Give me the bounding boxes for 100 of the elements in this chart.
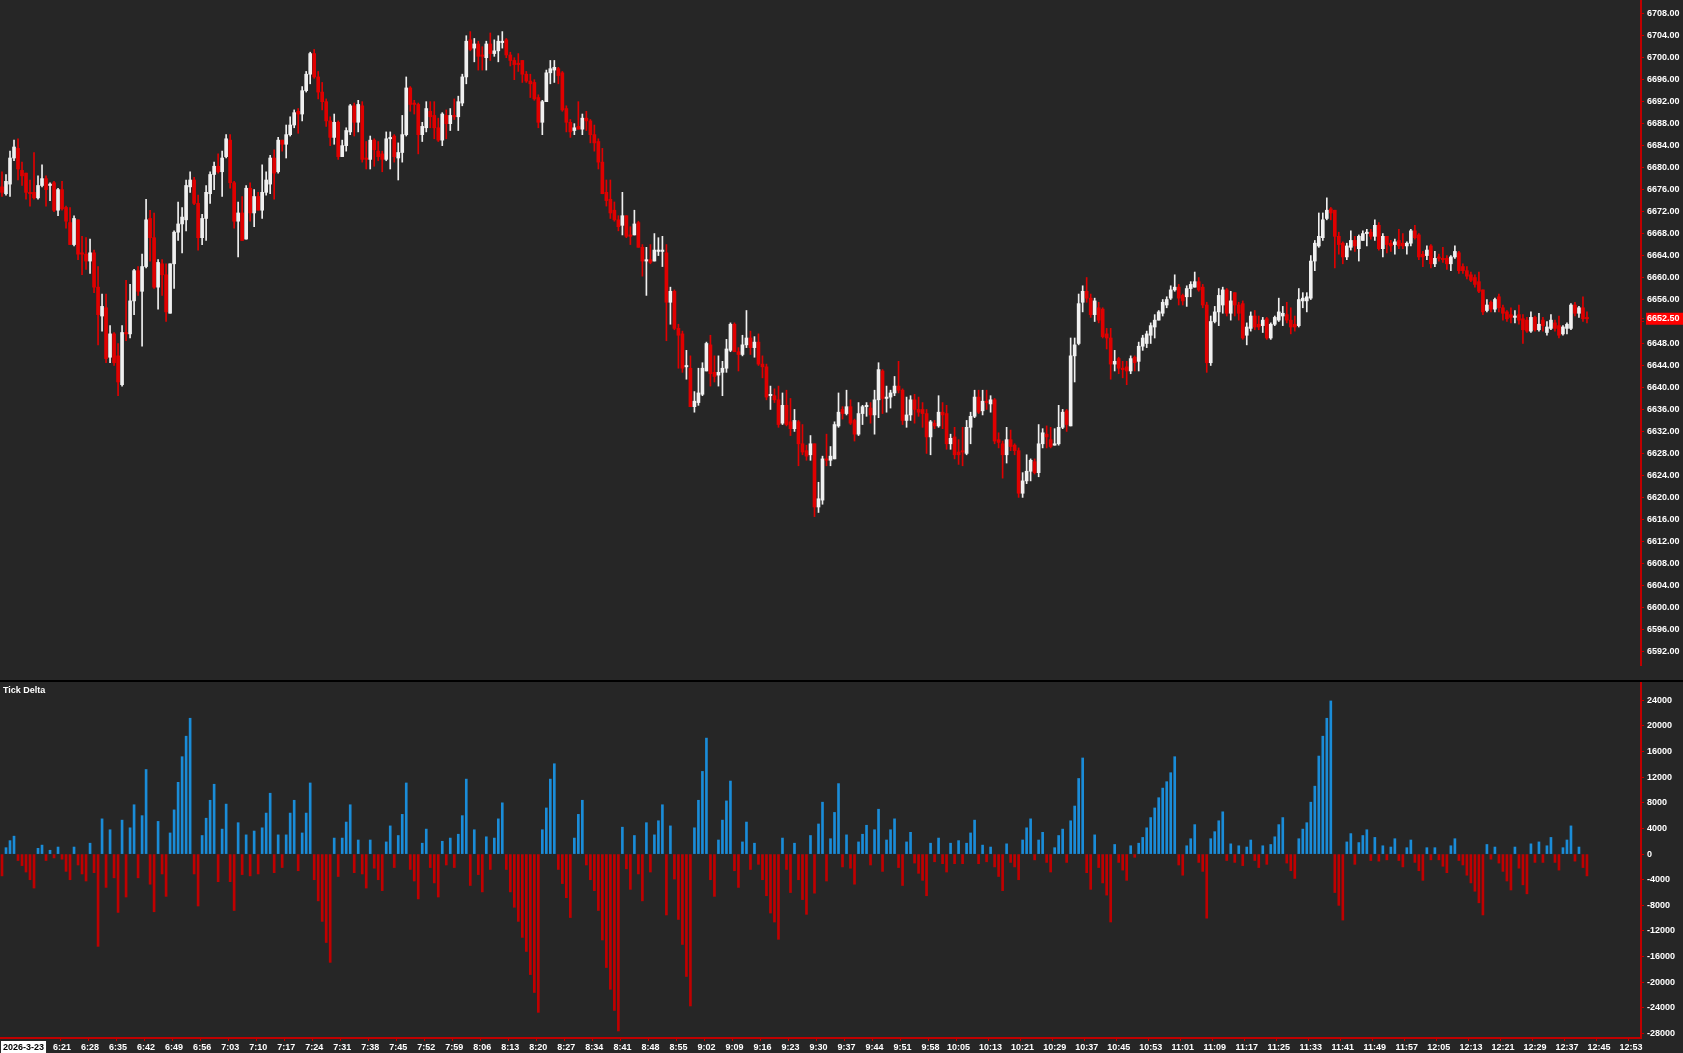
chart-title: Tick Delta bbox=[3, 684, 47, 695]
bar bbox=[500, 802, 504, 854]
bar bbox=[332, 837, 336, 854]
y-tick-label: -16000 bbox=[1647, 951, 1676, 962]
candlestick bbox=[1509, 307, 1513, 324]
x-tick-label: 11:09 bbox=[1203, 1041, 1227, 1052]
bar bbox=[713, 854, 716, 897]
x-tick-label: 8:48 bbox=[641, 1041, 660, 1052]
y-tick-label: -24000 bbox=[1647, 1002, 1676, 1013]
x-tick-label: 10:13 bbox=[979, 1041, 1003, 1052]
bar bbox=[380, 854, 384, 891]
bar bbox=[949, 842, 952, 854]
x-tick-label: 9:09 bbox=[725, 1041, 744, 1052]
y-tick-label: 6592.00 bbox=[1647, 645, 1680, 656]
bar bbox=[1133, 854, 1137, 858]
bar bbox=[981, 844, 984, 854]
candlestick bbox=[480, 46, 485, 71]
bar bbox=[789, 854, 792, 893]
candlestick bbox=[1401, 233, 1405, 250]
bar bbox=[581, 799, 584, 854]
bar bbox=[480, 854, 484, 893]
y-tick-label: 12000 bbox=[1647, 771, 1673, 782]
x-tick-label: 8:34 bbox=[585, 1041, 604, 1052]
bar bbox=[621, 826, 624, 854]
bar bbox=[1225, 854, 1229, 861]
bar bbox=[841, 854, 844, 868]
y-tick-label: 6664.00 bbox=[1647, 250, 1680, 261]
bar bbox=[308, 782, 312, 854]
bar bbox=[1009, 854, 1012, 863]
bar bbox=[781, 837, 784, 854]
bar bbox=[853, 854, 856, 885]
bar bbox=[1061, 828, 1064, 854]
bar bbox=[424, 828, 428, 854]
bar bbox=[933, 854, 936, 863]
x-tick-label: 9:30 bbox=[809, 1041, 828, 1052]
y-tick-label: 6672.00 bbox=[1647, 206, 1680, 217]
x-tick-label: 11:41 bbox=[1331, 1041, 1355, 1052]
candlestick bbox=[236, 201, 240, 258]
bar bbox=[440, 840, 444, 854]
y-tick-label: 6708.00 bbox=[1647, 8, 1680, 19]
bar bbox=[436, 854, 440, 898]
candlestick bbox=[1585, 311, 1589, 324]
bar bbox=[649, 854, 652, 873]
y-tick-label: 6696.00 bbox=[1647, 74, 1680, 85]
x-tick-label: 7:17 bbox=[277, 1041, 296, 1052]
candlestick bbox=[1389, 240, 1393, 252]
bar bbox=[488, 854, 492, 870]
candlestick bbox=[88, 238, 92, 274]
bar bbox=[1281, 817, 1285, 854]
candlestick bbox=[296, 108, 301, 134]
bar bbox=[1109, 854, 1113, 923]
x-tick-label: 12:05 bbox=[1427, 1041, 1451, 1052]
bar bbox=[749, 854, 752, 870]
bar bbox=[296, 854, 300, 872]
y-tick-label: 6688.00 bbox=[1647, 118, 1680, 129]
bar bbox=[945, 854, 948, 873]
x-tick-label: 6:35 bbox=[109, 1041, 128, 1052]
x-tick-label: 12:45 bbox=[1587, 1041, 1611, 1052]
x-tick-label: 7:45 bbox=[389, 1041, 408, 1052]
bar bbox=[877, 808, 880, 854]
bar bbox=[661, 804, 664, 854]
bar bbox=[813, 854, 816, 894]
bar bbox=[821, 801, 824, 854]
y-tick-label: 6656.00 bbox=[1647, 294, 1680, 305]
candlestick bbox=[1513, 310, 1517, 324]
bar bbox=[348, 804, 352, 854]
bar bbox=[689, 854, 692, 1007]
candlestick bbox=[516, 53, 521, 72]
bar bbox=[937, 837, 940, 854]
bar bbox=[569, 854, 572, 918]
bar bbox=[953, 854, 956, 865]
bar bbox=[753, 842, 756, 854]
bar bbox=[793, 842, 796, 854]
x-tick-label: 11:25 bbox=[1267, 1041, 1291, 1052]
y-tick-label: 6596.00 bbox=[1647, 623, 1680, 634]
bar bbox=[1341, 854, 1345, 921]
bar bbox=[1293, 854, 1297, 879]
bar bbox=[404, 782, 408, 854]
bar bbox=[1261, 845, 1265, 854]
bar bbox=[537, 854, 540, 1013]
x-tick-label: 9:44 bbox=[865, 1041, 884, 1052]
y-tick-label: 6624.00 bbox=[1647, 469, 1680, 480]
x-tick-label: 12:29 bbox=[1523, 1041, 1547, 1052]
bar bbox=[1229, 843, 1233, 854]
bar bbox=[484, 836, 488, 854]
y-tick-label: 6628.00 bbox=[1647, 447, 1680, 458]
bar bbox=[893, 818, 896, 854]
bar bbox=[629, 854, 632, 890]
candlestick bbox=[452, 98, 457, 120]
x-tick-label: 8:41 bbox=[613, 1041, 632, 1052]
candlestick bbox=[528, 73, 533, 98]
bar bbox=[1081, 757, 1084, 854]
bar bbox=[1093, 834, 1096, 854]
y-tick-label: 6632.00 bbox=[1647, 425, 1680, 436]
x-tick-label: 9:16 bbox=[753, 1041, 772, 1052]
bar bbox=[416, 854, 420, 900]
x-tick-label: 10:45 bbox=[1107, 1041, 1131, 1052]
y-tick-label: 6700.00 bbox=[1647, 52, 1680, 63]
x-tick-label: 10:53 bbox=[1139, 1041, 1163, 1052]
bar bbox=[865, 824, 868, 854]
